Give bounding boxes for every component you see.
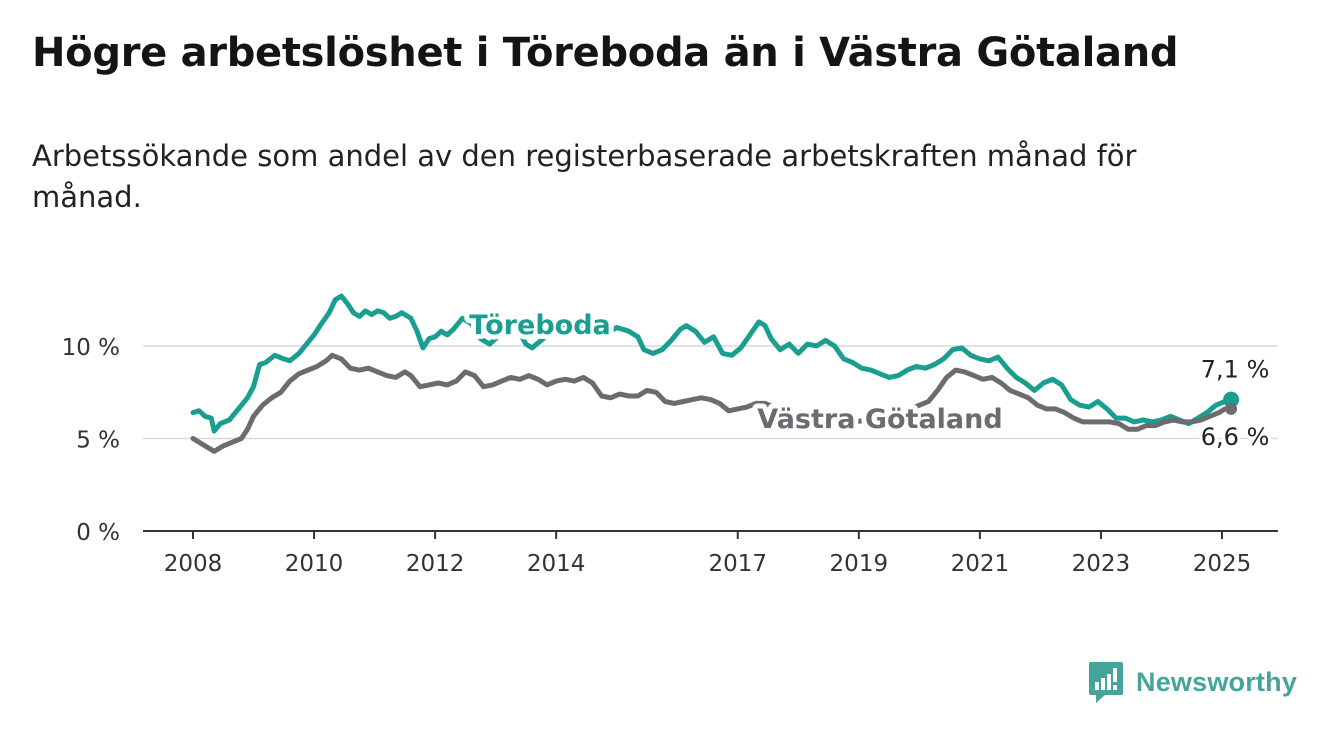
grid-lines bbox=[143, 345, 1278, 440]
axes: 0 % 5 % 10 % 2008 2010 2012 2014 2017 2019 2021 20… bbox=[62, 335, 1278, 577]
x-tick-label: 2010 bbox=[285, 551, 344, 577]
x-tick-label: 2025 bbox=[1193, 551, 1252, 577]
newsworthy-logo-icon bbox=[1089, 662, 1123, 703]
page-subtitle: Arbetssökande som andel av den registerb… bbox=[32, 139, 1137, 214]
series-name-label: Töreboda bbox=[469, 310, 611, 341]
x-tick-label: 2021 bbox=[951, 551, 1010, 577]
y-tick-label: 10 % bbox=[62, 335, 120, 361]
series-line-t-reboda bbox=[190, 293, 1234, 434]
x-tick-label: 2012 bbox=[406, 551, 465, 577]
newsworthy-brand: Newsworthy bbox=[1088, 660, 1297, 704]
series-name-label: Västra Götaland bbox=[757, 404, 1002, 435]
x-tick-label: 2008 bbox=[164, 551, 223, 577]
y-tick-label: 0 % bbox=[76, 520, 120, 546]
x-tick-label: 2014 bbox=[527, 551, 586, 577]
series-labels: Töreboda Västra Götaland 7,1 % 6,6 % bbox=[464, 305, 1272, 454]
series-end-marker bbox=[1223, 391, 1240, 408]
page-title: Högre arbetslöshet i Töreboda än i Västr… bbox=[32, 30, 1179, 76]
series-line-v-stra-g-taland bbox=[190, 352, 1234, 454]
series-end-value-label: 6,6 % bbox=[1201, 423, 1270, 451]
series-end-value-label: 7,1 % bbox=[1201, 356, 1270, 384]
x-tick-label: 2017 bbox=[708, 551, 767, 577]
x-tick-label: 2023 bbox=[1072, 551, 1131, 577]
series-end-marker bbox=[1225, 402, 1238, 415]
y-tick-label: 5 % bbox=[76, 428, 120, 454]
x-tick-label: 2019 bbox=[830, 551, 889, 577]
brand-name: Newsworthy bbox=[1136, 666, 1298, 697]
series-lines bbox=[190, 293, 1234, 454]
